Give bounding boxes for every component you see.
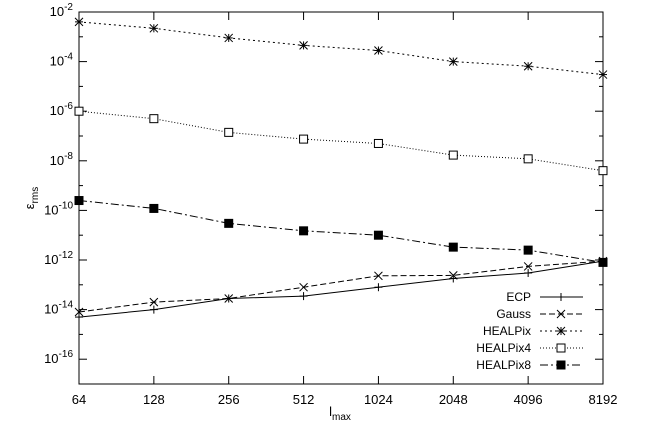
data-point-square-open [149,114,159,124]
series-healpix8 [74,196,608,267]
y-axis-title-main: ε [22,203,37,209]
x-tick-label: 512 [293,392,315,407]
data-point-square-open [74,106,84,116]
series-line [78,260,604,313]
legend-item: HEALPix [483,324,583,338]
data-point-plus [299,292,308,301]
data-point-cross [448,271,458,280]
y-tick-label: 10-12 [44,250,73,267]
y-tick-label-base: 10 [44,202,58,217]
x-tick-label: 2048 [439,392,468,407]
y-tick-label: 10-10 [44,200,73,217]
data-point-star [523,61,533,71]
y-tick-label-exp: -12 [59,250,74,261]
data-point-star [448,57,458,66]
data-point-square-filled [299,226,309,236]
x-axis-title-sub: max [332,412,351,423]
data-point-star [224,33,234,43]
series-line [78,260,604,318]
data-point-square-filled [224,218,234,228]
data-point-plus [374,283,383,292]
y-tick-label: 10-8 [50,151,74,168]
y-tick-label-exp: -4 [64,52,73,63]
y-tick-label-base: 10 [50,54,64,69]
legend-item: HEALPix8 [476,358,583,372]
legend-label: HEALPix [483,324,531,338]
y-tick-label: 10-6 [50,101,74,118]
x-tick-label: 128 [143,392,165,407]
y-axis-title: εrms [22,187,41,209]
data-point-square-filled [448,242,458,252]
x-tick-label: 64 [72,392,86,407]
x-tick-label: 8192 [589,392,618,407]
data-point-cross [224,294,234,303]
y-tick-label-exp: -8 [64,151,73,162]
data-point-star [598,70,608,79]
series-layer [74,17,608,322]
data-point-square-filled [523,245,533,255]
data-point-star [556,326,566,336]
y-tick-label: 10-16 [44,349,73,366]
x-tick-label: 4096 [514,392,543,407]
legend-item: HEALPix4 [476,341,583,355]
y-tick-label-exp: -2 [64,2,73,13]
y-tick-label-base: 10 [50,103,64,118]
data-point-square-open [448,150,458,160]
y-tick-label-exp: -6 [64,101,73,112]
y-tick-label-exp: -14 [59,300,74,311]
data-point-square-open [598,166,608,176]
x-axis-title: lmax [329,404,351,423]
data-point-square-open [556,343,566,353]
legend-item: Gauss [496,307,583,321]
x-tick-label: 1024 [364,392,393,407]
y-tick-label: 10-4 [50,52,74,69]
data-point-plus [75,313,83,322]
y-tick-label-exp: -16 [59,349,74,360]
y-tick-label-base: 10 [44,302,58,317]
legend-item: ECP [506,290,583,304]
y-tick-label-base: 10 [50,4,64,19]
x-axis-title-main: l [329,404,332,419]
legend-label: HEALPix4 [476,341,531,355]
data-point-plus [524,268,533,277]
legend: ECP Gauss HEALPix HEALPix4 HEALPix8 [476,290,583,372]
legend-label: HEALPix8 [476,358,531,372]
data-point-square-filled [149,203,159,213]
data-point-star [299,41,308,50]
y-tick-label: 10-14 [44,300,73,317]
legend-label: ECP [506,290,531,304]
series-line [78,110,604,172]
data-point-square-filled [598,257,608,267]
y-tick-label: 10-2 [50,2,74,19]
data-point-cross [299,282,308,292]
data-point-cross [556,309,566,319]
data-point-square-open [523,154,533,164]
data-point-plus [149,305,158,314]
y-tick-label-exp: -10 [59,200,74,211]
series-healpix [74,17,608,79]
data-point-square-open [299,134,309,144]
data-point-square-filled [556,360,566,370]
data-point-cross [374,271,383,281]
data-point-square-filled [74,196,84,206]
y-tick-label-base: 10 [44,252,58,267]
y-axis-title-sub: rms [30,187,41,204]
data-point-star [374,46,383,55]
data-point-square-open [373,138,383,148]
data-point-plus [557,293,565,301]
legend-label: Gauss [496,307,531,321]
data-point-cross [149,297,159,307]
y-tick-label-base: 10 [50,153,64,168]
y-tick-label-base: 10 [44,351,58,366]
data-point-square-open [224,127,234,137]
data-point-cross [74,307,84,317]
data-point-star [149,23,159,33]
x-tick-label: 256 [218,392,240,407]
series-healpix4 [74,106,608,176]
data-point-star [74,17,84,27]
data-point-square-filled [373,230,383,240]
data-point-cross [523,262,533,271]
